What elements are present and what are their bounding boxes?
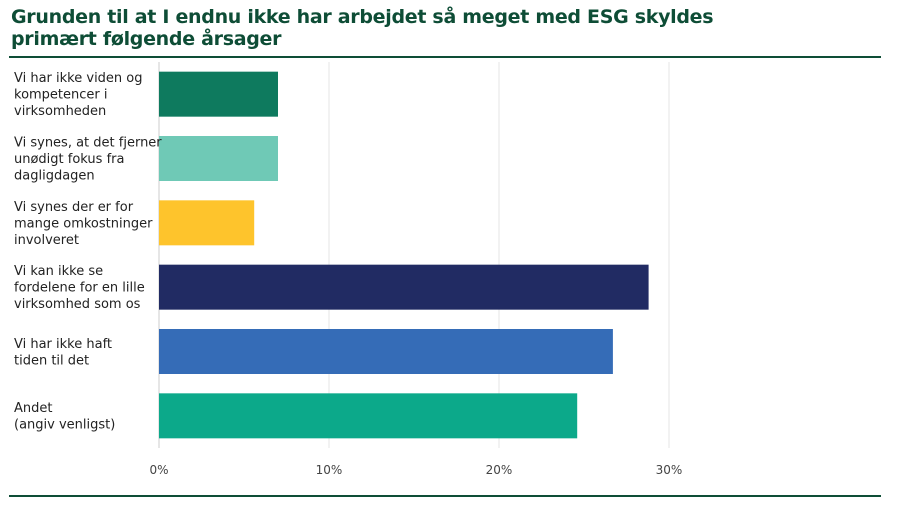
category-label-line: virksomhed som os: [14, 297, 141, 312]
category-label: Vi kan ikke se fordelene for en lille virk…: [14, 264, 145, 312]
category-label-line: Vi synes der er for: [14, 200, 134, 215]
category-label: Vi har ikke haft tiden til det: [14, 337, 112, 369]
x-tick-label: 30%: [656, 463, 683, 477]
category-label: Andet (angiv venligst): [14, 401, 115, 433]
category-label-line: kompetencer i: [14, 88, 108, 103]
x-tick-label: 20%: [486, 463, 513, 477]
bar: [159, 136, 278, 181]
category-label-line: Andet: [14, 401, 52, 416]
bar-chart: Vi har ikke viden og kompetencer i virksom…: [14, 62, 682, 477]
chart-title-line-2: primært følgende årsager: [11, 28, 282, 50]
category-label-line: Vi synes, at det fjerner: [14, 136, 162, 151]
category-label-line: virksomheden: [14, 104, 106, 119]
category-label-line: (angiv venligst): [14, 418, 115, 433]
category-label-line: Vi kan ikke se: [14, 264, 103, 279]
bottom-divider: [9, 495, 881, 497]
gridlines: [158, 62, 670, 448]
x-axis-tick-labels: 0% 10% 20% 30%: [149, 463, 682, 477]
bars: [159, 71, 649, 439]
category-label: Vi synes der er for mange omkostninger inv…: [14, 200, 153, 248]
chart-title: Grunden til at I endnu ikke har arbejdet…: [11, 6, 871, 50]
category-label-line: tiden til det: [14, 353, 89, 368]
top-divider: [9, 56, 881, 58]
x-tick-label: 10%: [316, 463, 343, 477]
category-label-line: dagligdagen: [14, 169, 95, 184]
category-label: Vi synes, at det fjerner unødigt fokus fr…: [14, 136, 162, 184]
category-labels: Vi har ikke viden og kompetencer i virksom…: [14, 71, 162, 432]
x-tick-label: 0%: [149, 463, 168, 477]
category-label-line: Vi har ikke haft: [14, 337, 112, 352]
bar: [159, 393, 578, 439]
category-label-line: unødigt fokus fra: [14, 152, 124, 167]
chart-title-line-1: Grunden til at I endnu ikke har arbejdet…: [11, 6, 714, 28]
bar: [159, 200, 255, 246]
category-label: Vi har ikke viden og kompetencer i virksom…: [14, 71, 143, 119]
category-label-line: mange omkostninger: [14, 216, 153, 231]
bar: [159, 71, 278, 117]
bar: [159, 329, 613, 374]
category-label-line: Vi har ikke viden og: [14, 71, 143, 86]
category-label-line: fordelene for en lille: [14, 281, 145, 296]
bar: [159, 264, 649, 310]
category-label-line: involveret: [14, 233, 79, 248]
